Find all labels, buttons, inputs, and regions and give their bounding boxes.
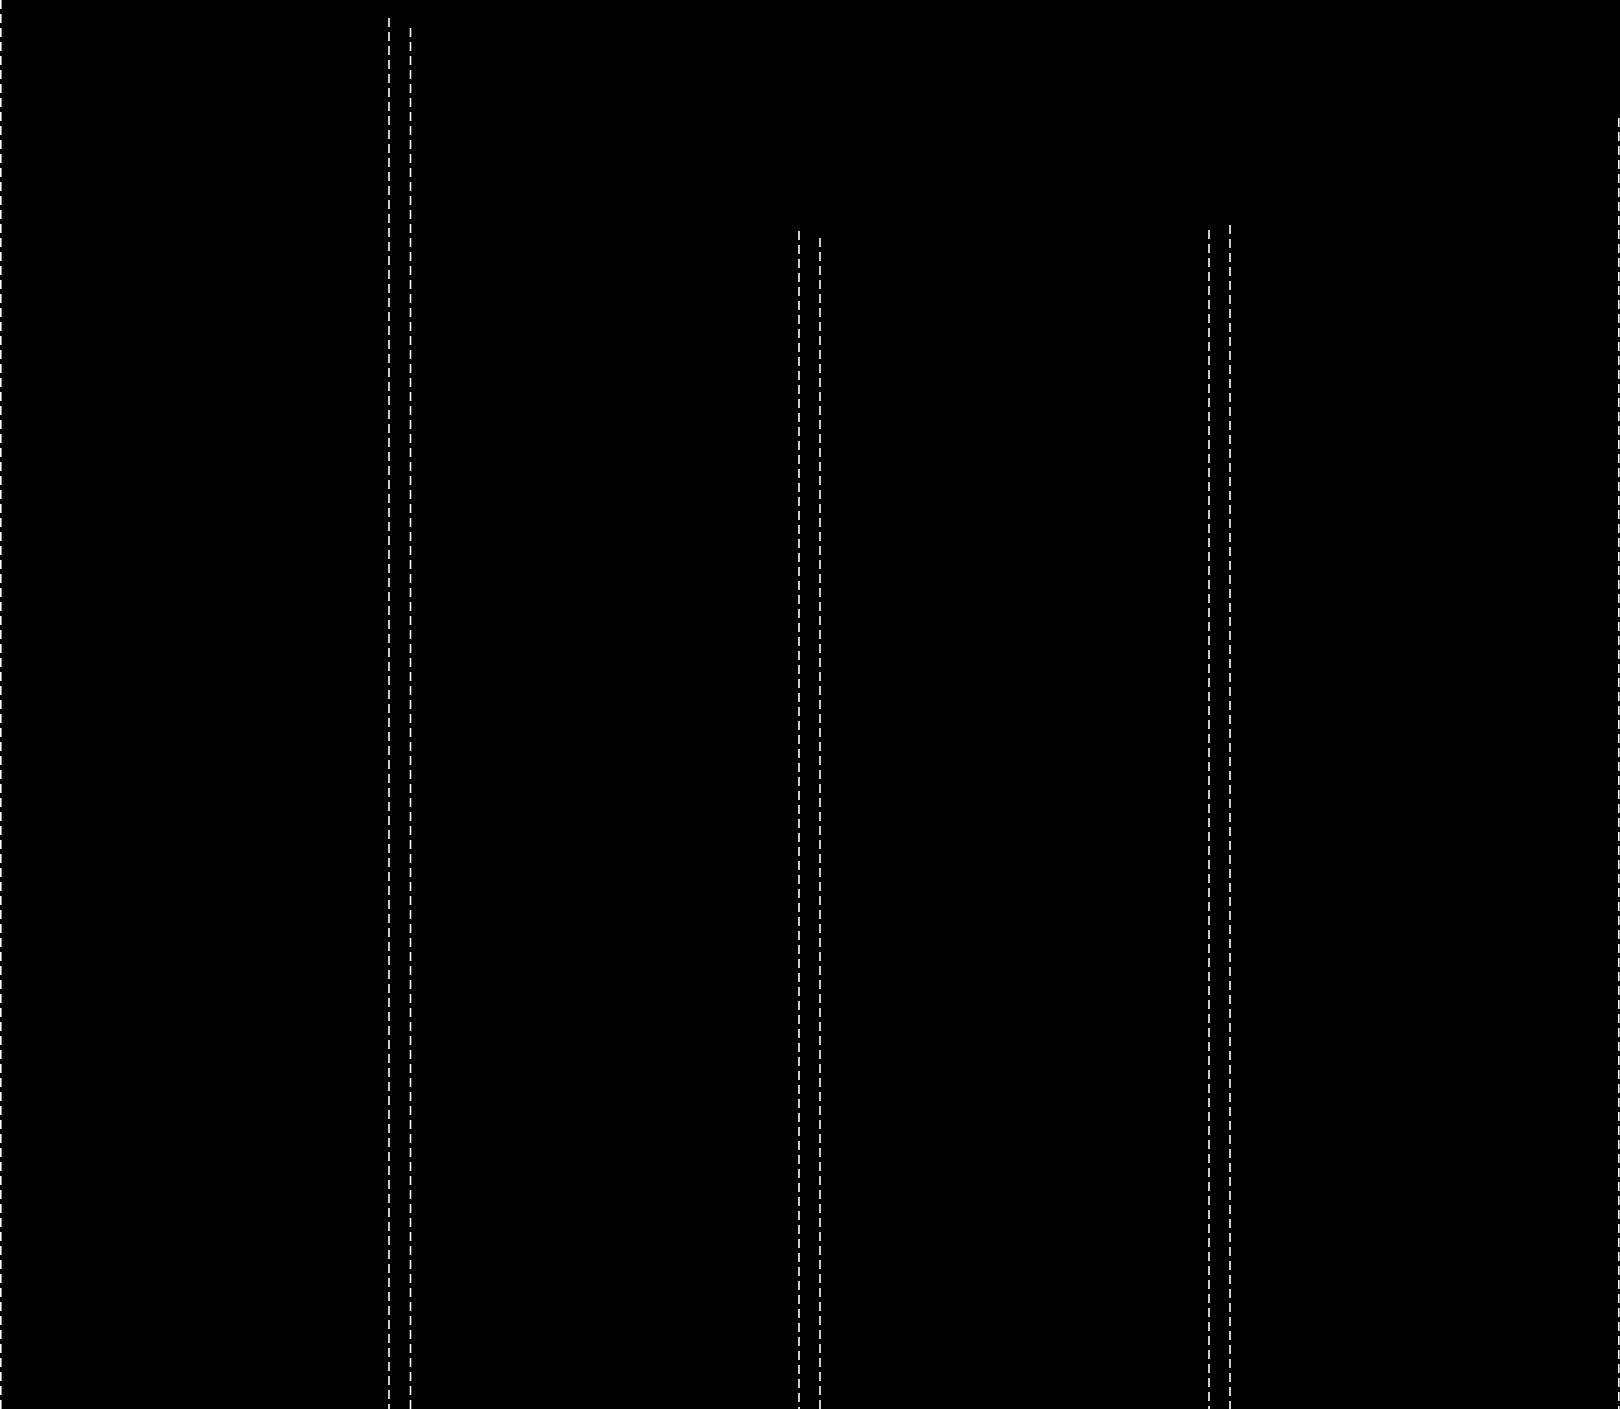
dashed-lines-layer [0,0,1620,1409]
black-canvas [0,0,1620,1409]
